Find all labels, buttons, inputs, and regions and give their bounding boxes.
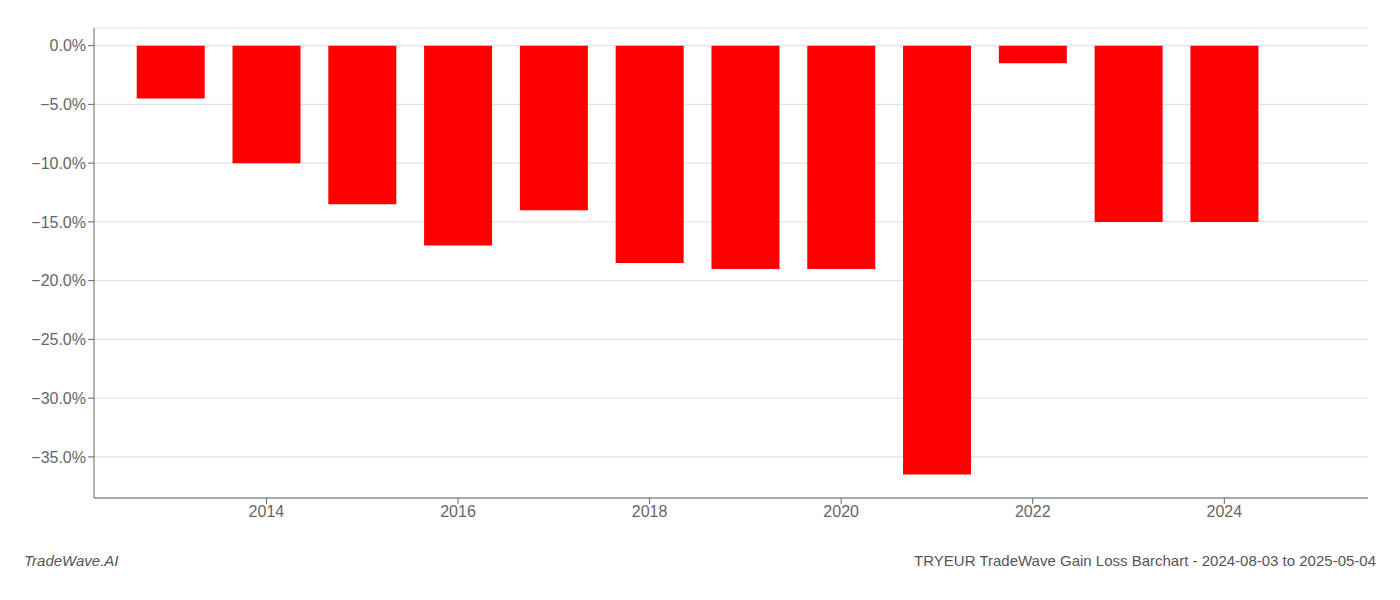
html-text:TradeWave.AI: TradeWave.AI [24, 552, 119, 569]
svg-text:2014: 2014 [249, 503, 285, 520]
svg-text:−25.0%: −25.0% [31, 331, 86, 348]
svg-text:2020: 2020 [823, 503, 859, 520]
svg-text:−5.0%: −5.0% [40, 96, 86, 113]
svg-text:−35.0%: −35.0% [31, 449, 86, 466]
svg-text:2022: 2022 [1015, 503, 1051, 520]
svg-text:2016: 2016 [440, 503, 476, 520]
html-text:TRYEUR TradeWave Gain Loss Bar: TRYEUR TradeWave Gain Loss Barchart - 20… [914, 552, 1376, 569]
svg-text:−10.0%: −10.0% [31, 155, 86, 172]
svg-text:2024: 2024 [1207, 503, 1243, 520]
svg-text:−30.0%: −30.0% [31, 390, 86, 407]
svg-text:−15.0%: −15.0% [31, 214, 86, 231]
svg-text:−20.0%: −20.0% [31, 272, 86, 289]
svg-text:2018: 2018 [632, 503, 668, 520]
svg-text:0.0%: 0.0% [50, 37, 86, 54]
